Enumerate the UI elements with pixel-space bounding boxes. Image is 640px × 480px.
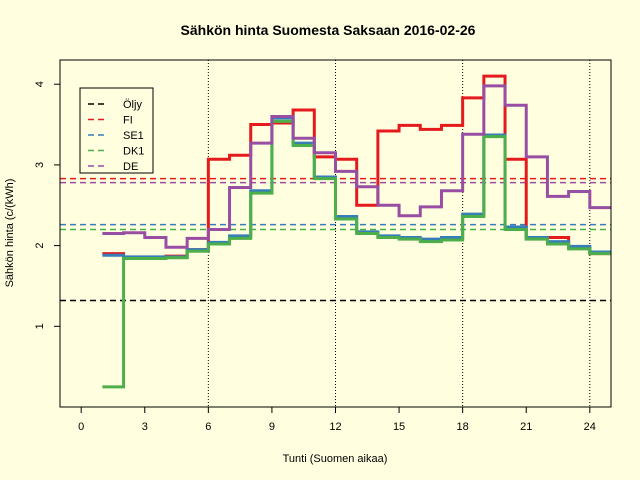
x-tick-label: 6	[205, 421, 211, 433]
x-tick-label: 21	[520, 421, 532, 433]
x-tick-label: 9	[269, 421, 275, 433]
y-axis-title: Sähkön hinta (c/(kWh)	[4, 179, 16, 288]
x-tick-label: 18	[457, 421, 469, 433]
x-axis: 0 3 6 9 12 15 18 21 24	[78, 406, 596, 433]
vertical-gridlines	[207, 60, 591, 407]
legend: Öljy FI SE1 DK1 DE	[79, 87, 154, 174]
x-tick-label: 12	[329, 421, 341, 433]
series-lines	[102, 74, 611, 389]
y-axis: 1 2 3 4	[34, 81, 61, 329]
y-tick-label: 2	[34, 243, 46, 249]
legend-box	[79, 87, 154, 174]
y-tick-label: 4	[34, 81, 46, 87]
series-line	[102, 84, 611, 249]
x-tick-label: 3	[142, 421, 148, 433]
legend-label: DK1	[123, 146, 144, 158]
y-tick-label: 1	[34, 323, 46, 329]
chart-title: Sähkön hinta Suomesta Saksaan 2016-02-26	[181, 22, 476, 38]
x-tick-label: 0	[78, 421, 84, 433]
x-tick-label: 15	[393, 421, 405, 433]
legend-label: SE1	[123, 130, 144, 142]
x-axis-title: Tunti (Suomen aikaa)	[283, 453, 388, 465]
y-tick-label: 3	[34, 162, 46, 168]
legend-label: Öljy	[123, 99, 142, 111]
legend-label: DE	[123, 161, 138, 173]
x-tick-label: 24	[584, 421, 596, 433]
legend-label: FI	[123, 115, 133, 127]
series-line	[102, 119, 611, 389]
